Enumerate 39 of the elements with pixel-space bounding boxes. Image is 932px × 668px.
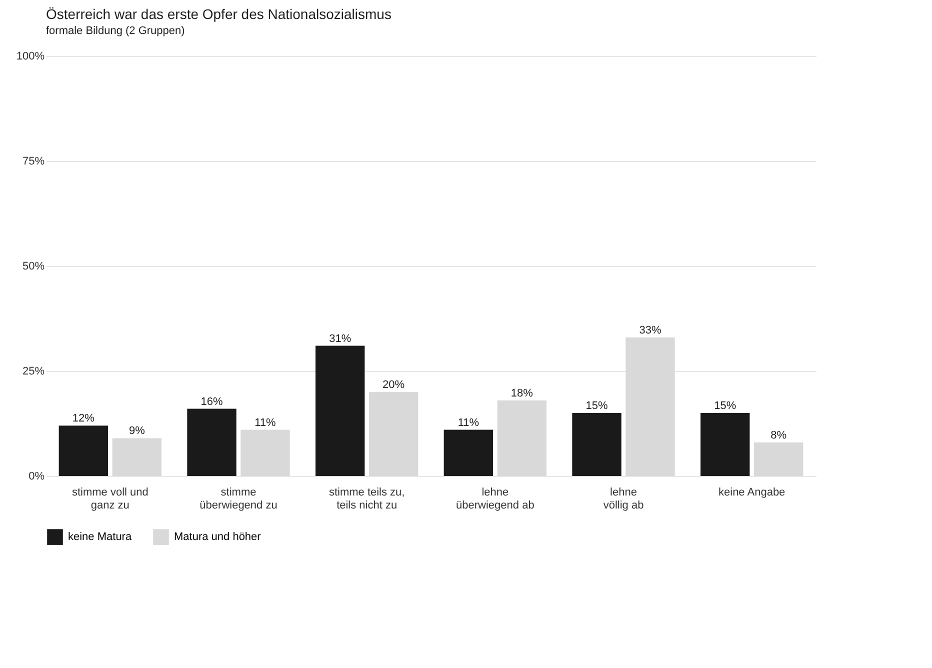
bar bbox=[497, 400, 546, 476]
x-tick-label: lehne überwiegend ab bbox=[456, 486, 534, 512]
y-tick-label: 25% bbox=[22, 366, 45, 378]
y-tick-label: 75% bbox=[22, 156, 45, 168]
bar bbox=[187, 408, 236, 476]
data-label: 15% bbox=[714, 400, 736, 412]
bar bbox=[700, 413, 750, 476]
chart-title: Österreich war das erste Opfer des Nationalsozialismus bbox=[46, 6, 392, 22]
x-tick-label: stimme voll und ganz zu bbox=[72, 486, 148, 512]
x-tick-label: stimme teils zu, teils nicht zu bbox=[328, 486, 405, 512]
y-tick-label: 0% bbox=[28, 470, 45, 482]
bar bbox=[112, 438, 162, 476]
data-label: 16% bbox=[200, 396, 223, 408]
data-label: 11% bbox=[458, 416, 480, 429]
data-label: 12% bbox=[72, 412, 95, 425]
legend-label: Matura und höher bbox=[174, 531, 262, 544]
y-tick-label: 100% bbox=[16, 50, 45, 62]
chart-subtitle: formale Bildung (2 Gruppen) bbox=[46, 25, 185, 37]
data-label: 31% bbox=[329, 332, 352, 345]
bar bbox=[316, 346, 365, 476]
bar bbox=[240, 430, 290, 476]
data-label: 18% bbox=[510, 387, 534, 400]
data-label: 20% bbox=[382, 379, 405, 391]
data-label: 11% bbox=[254, 416, 276, 429]
data-label: 15% bbox=[586, 400, 608, 412]
x-tick-label: lehne völlig ab bbox=[603, 486, 644, 512]
data-label: 9% bbox=[128, 425, 146, 438]
data-label: 8% bbox=[770, 429, 787, 442]
bar bbox=[368, 392, 418, 476]
bar bbox=[626, 337, 675, 476]
bar bbox=[572, 413, 622, 476]
bar bbox=[754, 442, 804, 476]
legend-label: keine Matura bbox=[68, 531, 132, 544]
x-tick-label: keine Angabe bbox=[718, 486, 786, 498]
data-label: 33% bbox=[639, 324, 662, 336]
bar bbox=[444, 430, 494, 476]
y-tick-label: 50% bbox=[22, 260, 45, 272]
x-tick-label: stimme überwiegend zu bbox=[200, 486, 278, 512]
bar bbox=[58, 426, 108, 476]
